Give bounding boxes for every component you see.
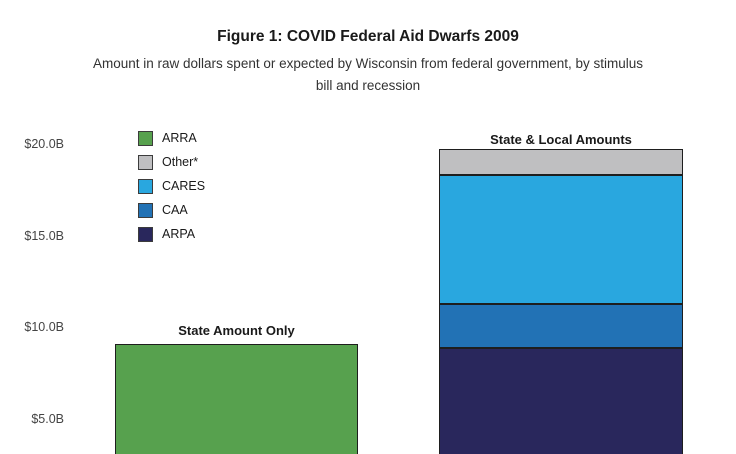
legend-item-label: ARPA (162, 227, 196, 241)
bar-title-state-amount-only: State Amount Only (178, 323, 295, 338)
legend-swatch-icon (138, 131, 153, 146)
legend-item-other: Other* (138, 155, 205, 170)
legend-item-label: ARRA (162, 131, 197, 145)
legend-swatch-icon (138, 227, 153, 242)
y-axis-tick-label: $15.0B (24, 228, 64, 243)
legend-item-label: CAA (162, 203, 188, 217)
bar-segment-arpa (439, 348, 683, 454)
legend-swatch-icon (138, 203, 153, 218)
bar-title-state-and-local-amounts: State & Local Amounts (490, 132, 632, 147)
y-axis-tick-label: $5.0B (31, 412, 64, 427)
bar-segment-cares (439, 175, 683, 304)
legend-swatch-icon (138, 179, 153, 194)
legend-item-label: CARES (162, 179, 206, 193)
figure-subtitle-line-2: bill and recession (315, 78, 421, 93)
bar-segment-caa (439, 303, 683, 349)
legend-item-label: Other* (162, 155, 199, 169)
y-axis-tick-label: $20.0B (24, 137, 64, 152)
legend-swatch-icon (138, 155, 153, 170)
legend-item-arpa: ARPA (138, 227, 205, 242)
legend-item-caa: CAA (138, 203, 205, 218)
figure-subtitle: Amount in raw dollars spent or expected … (0, 53, 736, 97)
bar-segment-arra (115, 343, 358, 454)
legend: ARRA Other* CARES CAA ARPA (138, 131, 205, 251)
bar-segment-other (439, 148, 683, 176)
legend-item-arra: ARRA (138, 131, 205, 146)
legend-item-cares: CARES (138, 179, 205, 194)
y-axis-tick-label: $10.0B (24, 320, 64, 335)
figure-subtitle-line-1: Amount in raw dollars spent or expected … (93, 56, 643, 71)
figure-title: Figure 1: COVID Federal Aid Dwarfs 2009 (217, 28, 519, 45)
